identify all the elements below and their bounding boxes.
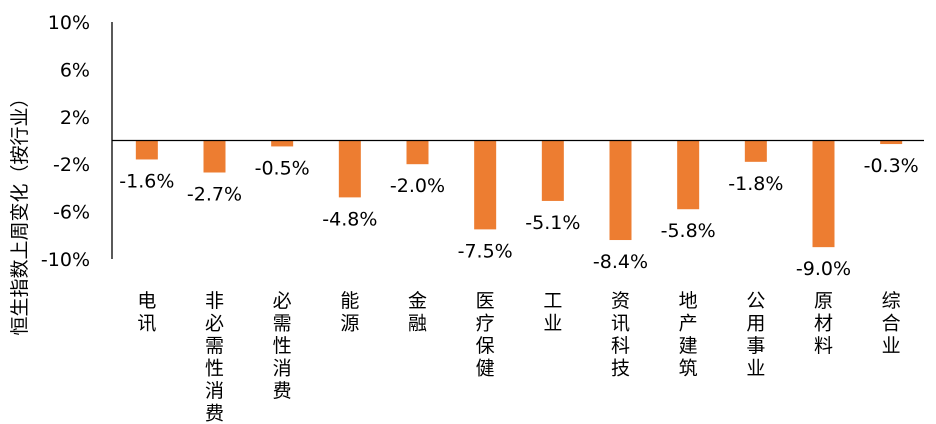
bar xyxy=(406,140,429,165)
category-label: 综合业 xyxy=(882,290,901,357)
data-label: -4.8% xyxy=(322,208,377,230)
bar xyxy=(609,140,632,241)
y-tick-label: -6% xyxy=(53,202,90,224)
data-label: -2.7% xyxy=(187,183,242,205)
category-label: 医疗保健 xyxy=(476,290,495,380)
y-tick-label: 10% xyxy=(48,12,90,34)
data-label: -1.8% xyxy=(728,173,783,195)
y-axis-ticks: 10% 6% 2% -2% -6% -10% xyxy=(41,12,90,271)
category-label: 公用事业 xyxy=(746,290,765,380)
category-label: 地产建筑 xyxy=(679,290,698,380)
data-label: -2.0% xyxy=(390,175,445,197)
category-label: 资讯科技 xyxy=(611,290,630,380)
data-label: -9.0% xyxy=(796,258,851,280)
category-label: 非必需性消费 xyxy=(205,290,224,424)
bar xyxy=(541,140,564,201)
category-label: 工业 xyxy=(543,290,562,335)
bar xyxy=(203,140,226,173)
category-label: 电讯 xyxy=(137,290,156,335)
bar xyxy=(677,140,700,210)
category-label: 能源 xyxy=(340,290,359,335)
y-tick-label: -10% xyxy=(41,249,90,271)
bar xyxy=(135,140,158,160)
y-tick-label: 2% xyxy=(60,107,90,129)
data-label: -5.1% xyxy=(525,212,580,234)
bars xyxy=(135,140,903,248)
category-label: 必需性消费 xyxy=(273,290,292,402)
category-label: 金融 xyxy=(408,290,427,335)
category-label: 原材料 xyxy=(814,290,833,357)
y-axis-title: 恒生指数上周变化（按行业） xyxy=(9,88,31,335)
bar xyxy=(744,140,767,162)
y-tick-label: -2% xyxy=(53,154,90,176)
bar xyxy=(880,140,903,145)
data-label: -5.8% xyxy=(661,220,716,242)
y-tick-label: 6% xyxy=(60,59,90,81)
bar xyxy=(812,140,835,248)
category-labels: 电讯 非必需性消费 必需性消费 能源 金融 医疗保健 工业 资讯科技 地产建筑 公用事业 原材料 综合… xyxy=(137,290,900,424)
bar xyxy=(271,140,294,147)
data-label: -0.3% xyxy=(864,155,919,177)
data-label: -1.6% xyxy=(119,170,174,192)
data-label: -8.4% xyxy=(593,251,648,273)
bar xyxy=(338,140,361,198)
data-label: -7.5% xyxy=(458,240,513,262)
data-label: -0.5% xyxy=(255,157,310,179)
bar xyxy=(474,140,497,230)
data-labels: -1.6% -2.7% -0.5% -4.8% -2.0% -7.5% -5.1% -8.4%… xyxy=(119,155,918,280)
